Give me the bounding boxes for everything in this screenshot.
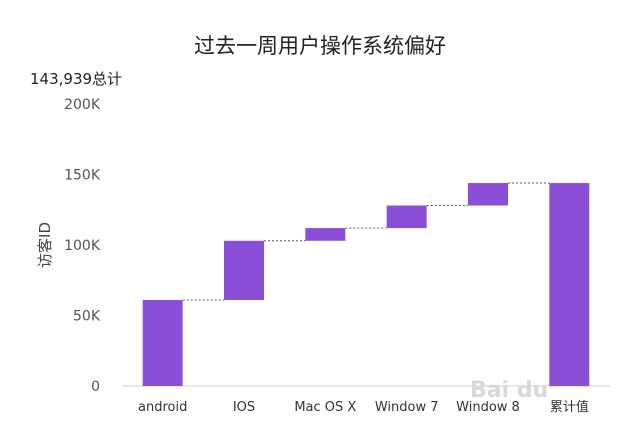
x-tick-label: Mac OS X: [294, 400, 356, 415]
y-tick-label: 50K: [73, 309, 101, 325]
chart-title: 过去一周用户操作系统偏好: [194, 34, 446, 58]
y-tick-label: 100K: [64, 238, 101, 254]
y-tick-label: 200K: [64, 97, 101, 113]
waterfall-bar: [305, 228, 346, 241]
waterfall-bar: [468, 183, 508, 206]
watermark-text: Bai du: [470, 378, 549, 403]
y-tick-label: 0: [91, 379, 100, 395]
x-tick-label: android: [138, 400, 187, 415]
waterfall-bar: [549, 183, 590, 386]
y-axis-label: 访客ID: [36, 222, 54, 268]
y-tick-label: 150K: [64, 168, 101, 184]
x-tick-label: Window 8: [456, 400, 520, 415]
x-tick-label: Window 7: [375, 400, 439, 415]
x-tick-label: 累计值: [550, 399, 589, 415]
waterfall-bar: [386, 205, 427, 229]
chart-total-label: 143,939总计: [30, 70, 123, 88]
x-tick-label: IOS: [233, 400, 255, 415]
waterfall-bar: [142, 299, 183, 386]
waterfall-bar: [224, 240, 264, 300]
